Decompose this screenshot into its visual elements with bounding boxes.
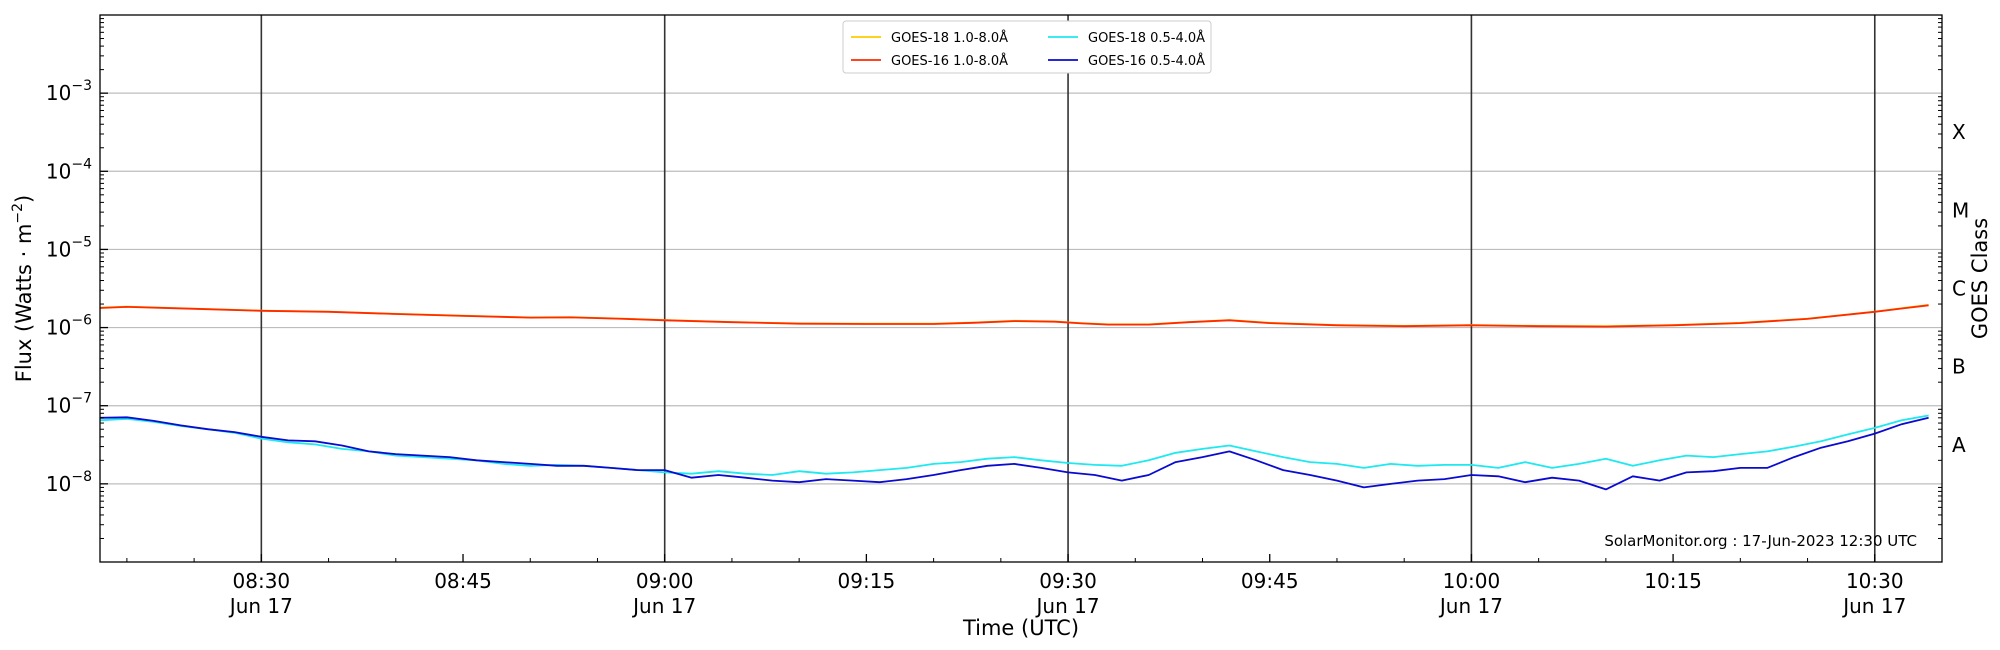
series-line — [99, 414, 1929, 476]
y-axis-title-text: Flux (Watts · m−2) — [10, 195, 36, 383]
x-tick-label: 08:45 — [434, 569, 492, 593]
x-tick-label: 10:30 — [1846, 569, 1904, 593]
legend-box — [842, 20, 1212, 74]
y-tick-label: 10−5 — [46, 234, 92, 261]
goes-class-axis-title: GOES Class — [1968, 218, 1992, 339]
x-tick-label: 08:30 — [233, 569, 291, 593]
hour-marker-lines — [260, 15, 1876, 562]
series-line — [99, 304, 1929, 328]
legend-label: GOES-16 1.0-8.0Å — [891, 53, 1008, 69]
x-tick-label: 09:30 — [1039, 569, 1097, 593]
credit-text: SolarMonitor.org : 17-Jun-2023 12:30 UTC — [1604, 532, 1917, 550]
legend-label: GOES-16 0.5-4.0Å — [1088, 53, 1205, 69]
y-tick-label: 10−4 — [46, 156, 92, 183]
legend: GOES-18 1.0-8.0Å GOES-16 1.0-8.0Å GOES-18 … — [842, 20, 1212, 74]
y-tick-label: 10−6 — [46, 313, 92, 340]
x-tick-label: 10:00 — [1443, 569, 1501, 593]
gridlines — [100, 92, 1942, 485]
y-tick-label: 10−3 — [46, 78, 92, 105]
series-line — [99, 304, 1929, 328]
x-tick-label: 09:15 — [838, 569, 896, 593]
x-tick-date-label: Jun 17 — [1035, 594, 1100, 618]
y-tick-label: 10−8 — [46, 469, 92, 496]
y-tick-label: 10−7 — [46, 391, 92, 418]
x-tick-label: 09:45 — [1241, 569, 1299, 593]
y-axis-title: Flux (Watts · m−2) — [10, 195, 36, 383]
goes-class-label: X — [1952, 120, 1966, 144]
x-tick-date-label: Jun 17 — [631, 594, 696, 618]
plot-frame — [99, 14, 1943, 563]
x-tick-date-label: Jun 17 — [228, 594, 293, 618]
goes-class-label: C — [1952, 277, 1966, 301]
x-tick-label: 10:15 — [1644, 569, 1702, 593]
x-tick-date-label: Jun 17 — [1841, 594, 1906, 618]
legend-label: GOES-18 1.0-8.0Å — [891, 30, 1008, 46]
goes-class-label: B — [1952, 355, 1966, 379]
x-tick-label: 09:00 — [636, 569, 694, 593]
x-tick-date-label: Jun 17 — [1438, 594, 1503, 618]
data-series — [99, 304, 1929, 491]
legend-label: GOES-18 0.5-4.0Å — [1088, 30, 1205, 46]
goes-class-label: A — [1952, 433, 1966, 457]
x-axis-title: Time (UTC) — [962, 616, 1079, 640]
series-line — [99, 416, 1929, 491]
goes-class-label: M — [1952, 198, 1969, 222]
